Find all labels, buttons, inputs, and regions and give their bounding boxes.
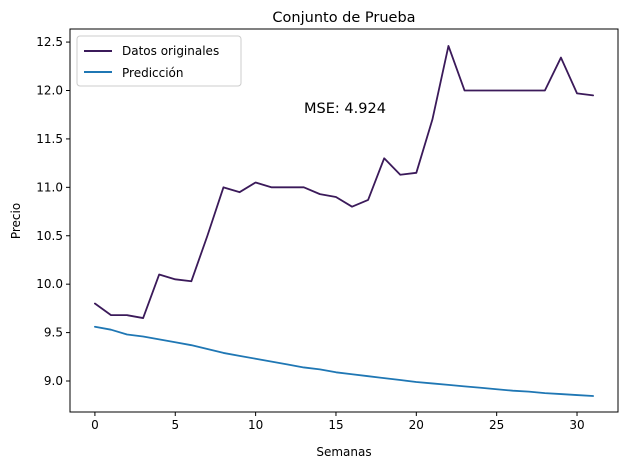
- x-tick-label: 30: [569, 418, 584, 432]
- x-axis-ticks: 0 5 10 15 20 25 30: [91, 412, 585, 432]
- y-tick-label: 12.5: [36, 35, 63, 49]
- legend-label-prediccion: Predicción: [122, 66, 184, 80]
- mse-annotation: MSE: 4.924: [304, 101, 386, 117]
- y-tick-label: 12.0: [36, 83, 63, 97]
- x-tick-label: 15: [328, 418, 343, 432]
- y-tick-label: 10.5: [36, 229, 63, 243]
- x-tick-label: 0: [91, 418, 99, 432]
- x-tick-label: 25: [489, 418, 504, 432]
- y-tick-label: 9.0: [44, 374, 63, 388]
- series-layer: [94, 45, 594, 397]
- plot-area: [70, 29, 618, 412]
- x-tick-label: 5: [171, 418, 179, 432]
- legend-label-datos-originales: Datos originales: [122, 44, 219, 58]
- legend: Datos originales Predicción: [76, 35, 242, 87]
- y-axis-ticks: 9.0 9.5 10.0 10.5 11.0 11.5 12.0 12.5: [36, 35, 70, 388]
- y-axis-label: Precio: [9, 203, 23, 239]
- plot-frame: [69, 28, 619, 413]
- x-tick-label: 20: [409, 418, 424, 432]
- chart-title: Conjunto de Prueba: [272, 10, 415, 26]
- x-axis-label: Semanas: [316, 445, 371, 459]
- legend-box: [76, 35, 242, 87]
- y-tick-label: 9.5: [44, 326, 63, 340]
- y-tick-label: 11.5: [36, 132, 63, 146]
- y-tick-label: 10.0: [36, 277, 63, 291]
- x-tick-label: 10: [248, 418, 263, 432]
- y-tick-label: 11.0: [36, 180, 63, 194]
- series-line-prediccion: [94, 325, 594, 397]
- series-line-datos-originales: [94, 45, 594, 319]
